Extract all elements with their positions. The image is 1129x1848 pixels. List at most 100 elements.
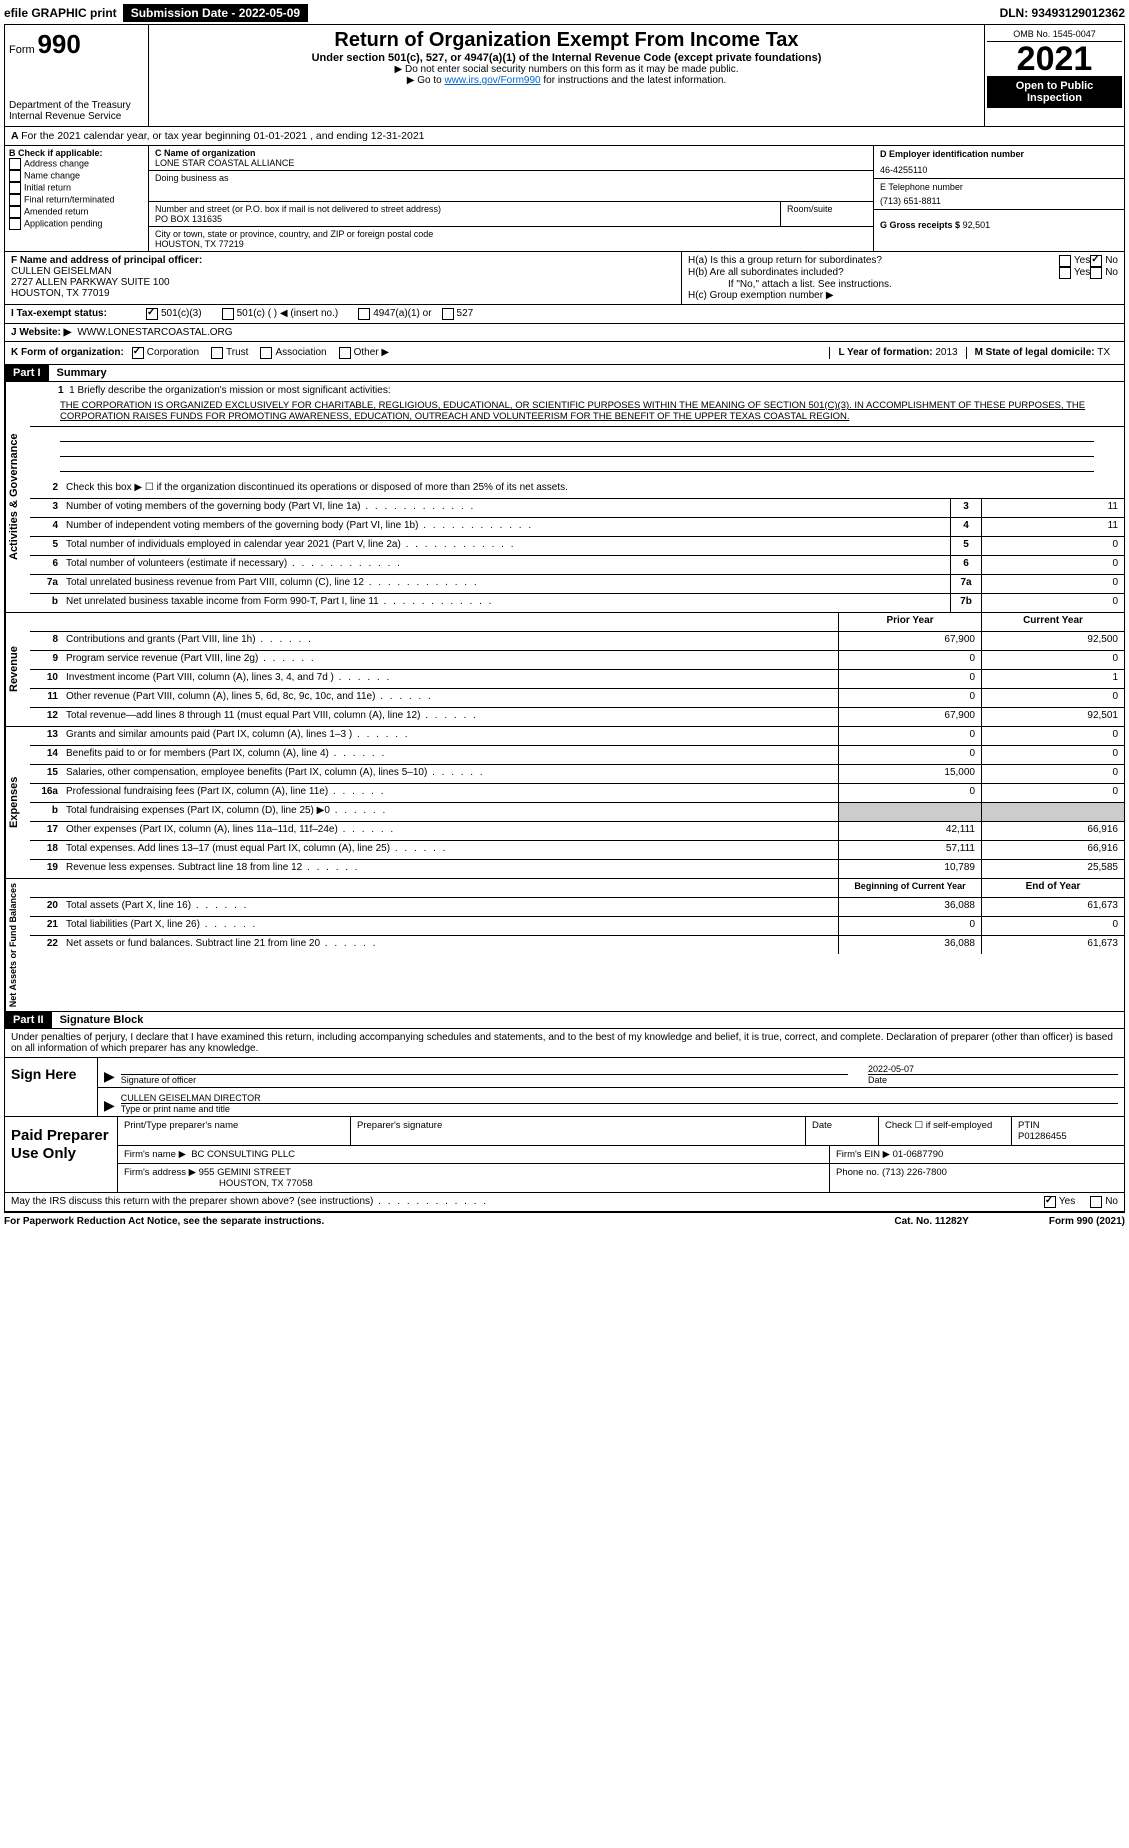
hdr-begin: Beginning of Current Year [838, 879, 981, 897]
summary-line: 10Investment income (Part VIII, column (… [30, 670, 1124, 689]
officer-addr1: 2727 ALLEN PARKWAY SUITE 100 [11, 277, 675, 288]
b-opt-address[interactable]: Address change [9, 158, 144, 170]
d-label: D Employer identification number [880, 149, 1118, 159]
top-bar: efile GRAPHIC print Submission Date - 20… [4, 4, 1125, 22]
summary-line: 22Net assets or fund balances. Subtract … [30, 936, 1124, 954]
summary-line: 12Total revenue—add lines 8 through 11 (… [30, 708, 1124, 726]
firm-phone: (713) 226-7800 [882, 1167, 947, 1178]
ha-yes[interactable] [1059, 255, 1071, 267]
summary-line: 20Total assets (Part X, line 16)36,08861… [30, 898, 1124, 917]
k-other[interactable] [339, 347, 351, 359]
type-name-label: Type or print name and title [121, 1103, 1118, 1114]
hb-yes[interactable] [1059, 267, 1071, 279]
dln-label: DLN: 93493129012362 [1000, 6, 1125, 20]
hb-note: If "No," attach a list. See instructions… [688, 279, 1118, 290]
k-trust[interactable] [211, 347, 223, 359]
firm-addr1: 955 GEMINI STREET [199, 1167, 291, 1178]
firm-name-label: Firm's name ▶ [124, 1149, 186, 1160]
part1-title: Summary [49, 365, 115, 381]
k-corp[interactable] [132, 347, 144, 359]
part1-label: Part I [5, 365, 49, 381]
firm-addr2: HOUSTON, TX 77058 [219, 1178, 313, 1189]
k-assoc[interactable] [260, 347, 272, 359]
l-cell: L Year of formation: 2013 [829, 347, 965, 359]
b-opt-name[interactable]: Name change [9, 170, 144, 182]
hdr-current: Current Year [981, 613, 1124, 631]
irs-link[interactable]: www.irs.gov/Form990 [444, 75, 540, 86]
irs-label: Internal Revenue Service [9, 111, 144, 122]
summary-line: 6Total number of volunteers (estimate if… [30, 556, 1124, 575]
k-label: K Form of organization: [11, 347, 124, 359]
website-value: WWW.LONESTARCOASTAL.ORG [77, 327, 232, 338]
discuss-label: May the IRS discuss this return with the… [11, 1196, 488, 1208]
sig-date-label: Date [868, 1074, 1118, 1085]
self-employed-check[interactable]: Check ☐ if self-employed [879, 1117, 1012, 1145]
summary-line: 19Revenue less expenses. Subtract line 1… [30, 860, 1124, 878]
year-formation: 2013 [935, 347, 957, 358]
firm-ein: 01-0687790 [893, 1149, 944, 1160]
dept-label: Department of the Treasury [9, 100, 144, 111]
i-527[interactable] [442, 308, 454, 320]
summary-line: 18Total expenses. Add lines 13–17 (must … [30, 841, 1124, 860]
org-name: LONE STAR COASTAL ALLIANCE [155, 158, 867, 168]
governance-section: Activities & Governance 1 1 Briefly desc… [5, 382, 1124, 613]
b-opt-amended[interactable]: Amended return [9, 206, 144, 218]
arrow-icon: ▶ [104, 1068, 115, 1085]
submission-date-button[interactable]: Submission Date - 2022-05-09 [123, 4, 308, 22]
line2-text: Check this box ▶ ☐ if the organization d… [62, 480, 1124, 498]
j-row: J Website: ▶ WWW.LONESTARCOASTAL.ORG [5, 324, 1124, 342]
footer-mid: Cat. No. 11282Y [894, 1216, 968, 1227]
col-b: B Check if applicable: Address change Na… [5, 146, 149, 251]
col-deg: D Employer identification number 46-4255… [873, 146, 1124, 251]
ein-value: 46-4255110 [880, 159, 1118, 175]
discuss-no[interactable] [1090, 1196, 1102, 1208]
k-row: K Form of organization: Corporation Trus… [5, 342, 1124, 365]
b-opt-initial[interactable]: Initial return [9, 182, 144, 194]
summary-line: 14Benefits paid to or for members (Part … [30, 746, 1124, 765]
hdr-prior: Prior Year [838, 613, 981, 631]
b-opt-pending[interactable]: Application pending [9, 218, 144, 230]
declaration-text: Under penalties of perjury, I declare th… [5, 1029, 1124, 1058]
col-c: C Name of organization LONE STAR COASTAL… [149, 146, 873, 251]
sign-here-row: Sign Here ▶ Signature of officer 2022-05… [5, 1058, 1124, 1117]
sign-here-label: Sign Here [5, 1058, 98, 1116]
summary-line: 8Contributions and grants (Part VIII, li… [30, 632, 1124, 651]
summary-line: 21Total liabilities (Part X, line 26)00 [30, 917, 1124, 936]
i-501c[interactable] [222, 308, 234, 320]
header-left: Form 990 Department of the Treasury Inte… [5, 25, 149, 126]
ha-label: H(a) Is this a group return for subordin… [688, 255, 1059, 267]
c-street-row: Number and street (or P.O. box if mail i… [149, 202, 873, 227]
form-prefix: Form [9, 44, 35, 56]
hc-label: H(c) Group exemption number ▶ [688, 290, 1118, 301]
f-block: F Name and address of principal officer:… [5, 252, 682, 304]
firm-addr-label: Firm's address ▶ [124, 1167, 196, 1178]
tab-revenue: Revenue [5, 613, 30, 726]
summary-line: 13Grants and similar amounts paid (Part … [30, 727, 1124, 746]
dba-label: Doing business as [155, 173, 867, 183]
bcde-row: B Check if applicable: Address change Na… [5, 145, 1124, 252]
summary-line: 4Number of independent voting members of… [30, 518, 1124, 537]
discuss-row: May the IRS discuss this return with the… [5, 1193, 1124, 1212]
i-501c3[interactable] [146, 308, 158, 320]
line-a: A For the 2021 calendar year, or tax yea… [5, 127, 1124, 145]
sig-officer-label: Signature of officer [121, 1074, 848, 1085]
hb-no[interactable] [1090, 267, 1102, 279]
expenses-section: Expenses 13Grants and similar amounts pa… [5, 727, 1124, 879]
ha-no[interactable] [1090, 255, 1102, 267]
footer: For Paperwork Reduction Act Notice, see … [4, 1213, 1125, 1230]
i-4947[interactable] [358, 308, 370, 320]
ptin-value: P01286455 [1018, 1131, 1067, 1142]
summary-line: 16aProfessional fundraising fees (Part I… [30, 784, 1124, 803]
footer-left: For Paperwork Reduction Act Notice, see … [4, 1216, 324, 1227]
officer-addr2: HOUSTON, TX 77019 [11, 288, 675, 299]
officer-name: CULLEN GEISELMAN [11, 266, 675, 277]
g-label: G Gross receipts $ [880, 220, 960, 230]
firm-name: BC CONSULTING PLLC [191, 1149, 295, 1160]
summary-line: 5Total number of individuals employed in… [30, 537, 1124, 556]
discuss-yes[interactable] [1044, 1196, 1056, 1208]
form-title: Return of Organization Exempt From Incom… [159, 29, 974, 52]
b-opt-final[interactable]: Final return/terminated [9, 194, 144, 206]
line1-label: 1 Briefly describe the organization's mi… [69, 385, 391, 396]
summary-line: 17Other expenses (Part IX, column (A), l… [30, 822, 1124, 841]
part2-title: Signature Block [52, 1012, 152, 1028]
